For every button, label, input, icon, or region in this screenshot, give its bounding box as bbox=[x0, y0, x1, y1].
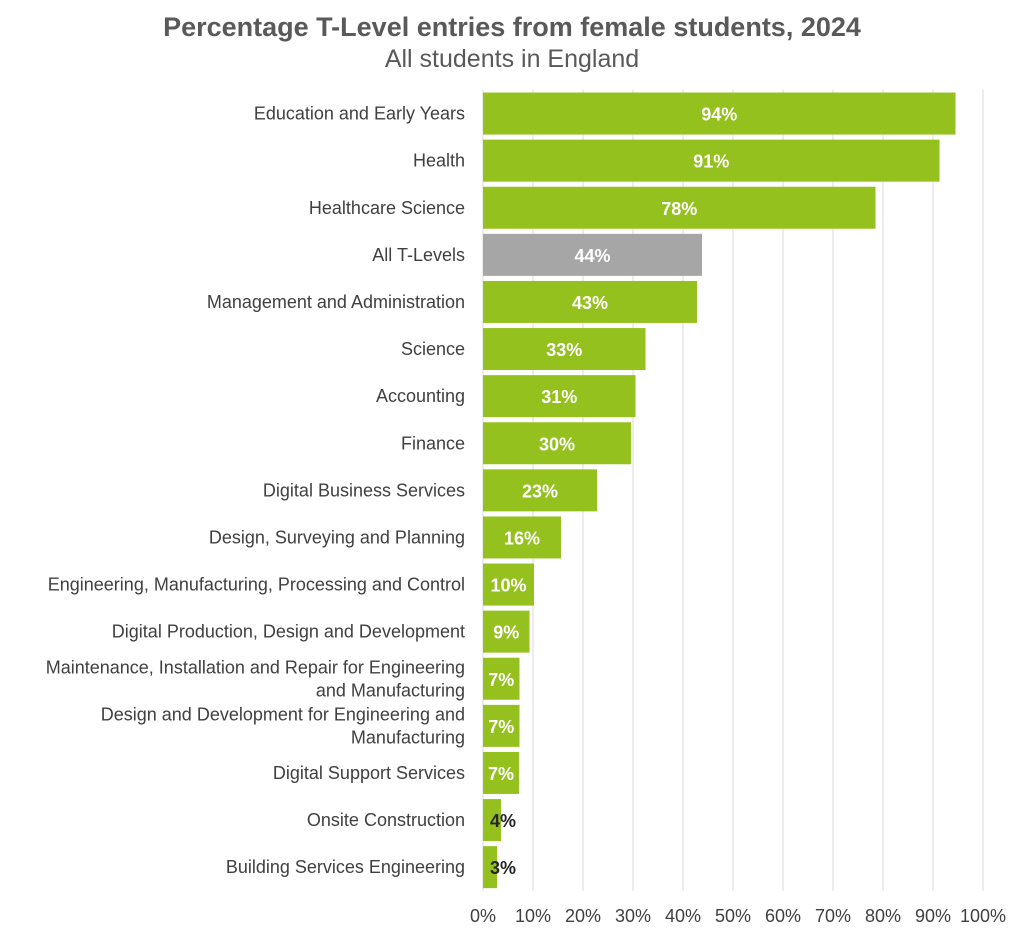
x-axis-tick-labels: 0% 10% 20% 30% 40% 50% 60% 70% 80% 90% 100% bbox=[470, 906, 1006, 926]
bar bbox=[483, 657, 520, 700]
x-tick-label: 100% bbox=[960, 906, 1006, 926]
data-label: 7% bbox=[488, 670, 514, 690]
x-tick-label: 20% bbox=[565, 906, 601, 926]
data-label: 91% bbox=[693, 152, 729, 172]
bars bbox=[483, 92, 956, 889]
data-label: 31% bbox=[541, 387, 577, 407]
bar bbox=[483, 233, 702, 276]
x-tick-label: 40% bbox=[665, 906, 701, 926]
category-label: Digital Business Services bbox=[263, 480, 465, 500]
data-label: 9% bbox=[493, 623, 519, 643]
data-label: 44% bbox=[574, 246, 610, 266]
bar bbox=[483, 280, 697, 323]
bar bbox=[483, 422, 631, 465]
bar bbox=[483, 799, 501, 842]
category-label: Education and Early Years bbox=[254, 104, 465, 124]
x-tick-label: 50% bbox=[715, 906, 751, 926]
x-tick-label: 30% bbox=[615, 906, 651, 926]
category-label: Science bbox=[401, 339, 465, 359]
category-label: Finance bbox=[401, 433, 465, 453]
data-label: 4% bbox=[490, 811, 516, 831]
x-tick-label: 60% bbox=[765, 906, 801, 926]
bar bbox=[483, 563, 534, 606]
data-label: 78% bbox=[661, 199, 697, 219]
data-label: 7% bbox=[488, 717, 514, 737]
bar bbox=[483, 375, 636, 418]
x-tick-label: 80% bbox=[865, 906, 901, 926]
x-tick-label: 0% bbox=[470, 906, 496, 926]
bar bbox=[483, 469, 597, 512]
bar bbox=[483, 846, 497, 889]
data-label: 10% bbox=[490, 576, 526, 596]
bar bbox=[483, 704, 520, 747]
category-label: Health bbox=[413, 151, 465, 171]
chart-subtitle: All students in England bbox=[384, 45, 640, 73]
category-label: Digital Support Services bbox=[273, 763, 465, 783]
data-label: 43% bbox=[572, 293, 608, 313]
category-label: All T-Levels bbox=[372, 245, 465, 265]
category-label: Digital Production, Design and Developme… bbox=[112, 622, 465, 642]
data-label: 94% bbox=[701, 105, 737, 125]
data-label: 23% bbox=[522, 481, 558, 501]
bar bbox=[483, 328, 646, 371]
bar bbox=[483, 186, 876, 229]
x-tick-label: 10% bbox=[515, 906, 551, 926]
category-label: Building Services Engineering bbox=[226, 857, 465, 877]
data-label: 33% bbox=[546, 340, 582, 360]
data-labels: 94% 91% 78% 44% 43% 33% 31% 30% 23% 16% 10% 9% 7% 7% 7… bbox=[488, 105, 737, 879]
data-label: 3% bbox=[490, 858, 516, 878]
category-label: Maintenance, Installation and Repair for… bbox=[46, 657, 465, 700]
category-label: Accounting bbox=[376, 386, 465, 406]
title-block: Percentage T-Level entries from female s… bbox=[0, 10, 1024, 74]
category-label: Design and Development for Engineering a… bbox=[101, 704, 465, 747]
category-label: Management and Administration bbox=[207, 292, 465, 312]
category-label: Onsite Construction bbox=[307, 810, 465, 830]
category-label: Engineering, Manufacturing, Processing a… bbox=[48, 575, 465, 595]
data-label: 30% bbox=[539, 434, 575, 454]
x-tick-label: 70% bbox=[815, 906, 851, 926]
bar bbox=[483, 516, 561, 559]
data-label: 7% bbox=[488, 764, 514, 784]
x-tick-label: 90% bbox=[915, 906, 951, 926]
bar bbox=[483, 92, 956, 135]
bar bbox=[483, 610, 530, 653]
category-labels: Education and Early Years Health Healthcar… bbox=[46, 104, 465, 878]
category-label: Healthcare Science bbox=[309, 198, 465, 218]
bar bbox=[483, 751, 519, 794]
bar bbox=[483, 139, 940, 182]
chart-title: Percentage T-Level entries from female s… bbox=[163, 12, 861, 42]
data-label: 16% bbox=[504, 528, 540, 548]
category-label: Design, Surveying and Planning bbox=[209, 527, 465, 547]
